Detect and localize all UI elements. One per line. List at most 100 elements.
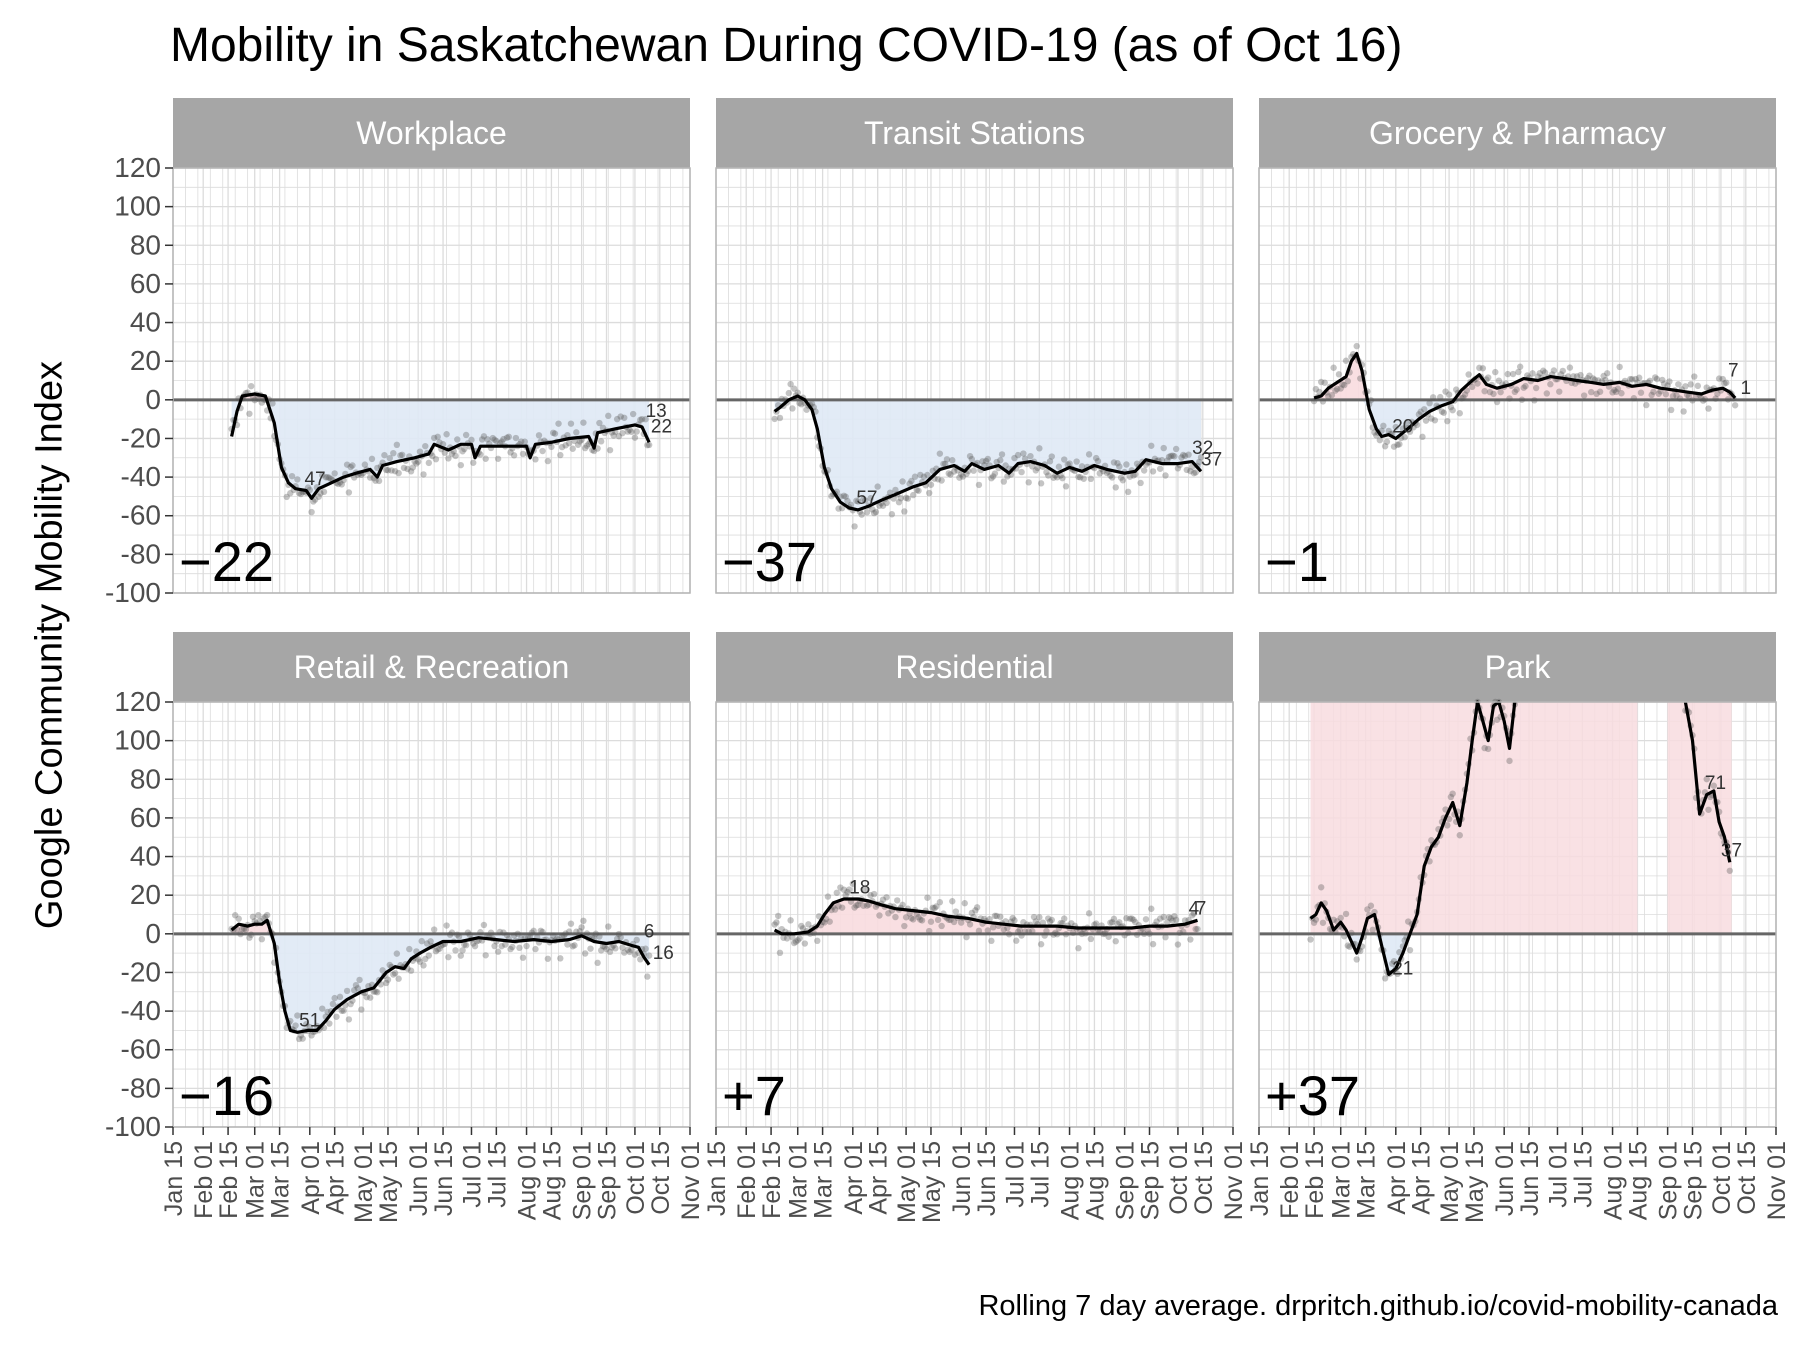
daily-point	[1422, 417, 1430, 424]
daily-point	[1635, 374, 1643, 381]
daily-point	[1014, 451, 1022, 459]
daily-point	[920, 473, 928, 480]
daily-point	[934, 476, 942, 483]
daily-point	[247, 931, 255, 938]
daily-point	[1032, 467, 1039, 474]
daily-point	[895, 498, 903, 506]
y-tick-label: -20	[121, 956, 161, 987]
daily-point	[931, 904, 938, 912]
daily-point	[1541, 369, 1549, 376]
daily-point	[580, 917, 587, 925]
daily-point	[613, 415, 621, 423]
daily-point	[283, 493, 290, 501]
daily-point	[1149, 940, 1157, 948]
daily-point	[592, 930, 600, 937]
daily-point	[557, 451, 564, 459]
daily-point	[1116, 919, 1123, 926]
daily-point	[1037, 480, 1045, 487]
daily-point	[908, 477, 915, 485]
current-value: −22	[179, 530, 274, 593]
daily-point	[1341, 381, 1348, 389]
daily-point	[374, 988, 381, 996]
daily-point	[1039, 919, 1047, 926]
daily-point	[982, 457, 990, 465]
daily-point	[1087, 475, 1095, 483]
daily-point	[505, 433, 512, 441]
daily-point	[1659, 376, 1666, 384]
x-tick-label: May 15	[1461, 1141, 1489, 1223]
daily-point	[1557, 371, 1565, 378]
daily-point	[1045, 915, 1052, 922]
y-tick-label: -100	[105, 1111, 161, 1142]
daily-point	[1468, 383, 1476, 391]
daily-point	[637, 956, 644, 963]
daily-point	[596, 933, 603, 940]
daily-point	[1319, 919, 1327, 926]
daily-point	[462, 431, 470, 439]
daily-point	[1438, 408, 1446, 415]
daily-point	[1043, 468, 1050, 476]
daily-point	[1589, 375, 1597, 382]
x-tick-label: Nov 01	[1763, 1141, 1791, 1220]
y-tick-label: 60	[130, 802, 161, 833]
daily-point	[1171, 453, 1178, 460]
daily-point	[1112, 484, 1119, 491]
daily-point	[457, 952, 465, 959]
daily-point	[988, 475, 995, 482]
daily-point	[539, 447, 546, 455]
daily-point	[1160, 913, 1167, 921]
daily-point	[844, 888, 851, 896]
x-tick-label: Aug 15	[1081, 1141, 1109, 1220]
daily-point	[973, 904, 981, 911]
daily-point	[1108, 919, 1116, 926]
daily-point	[1431, 417, 1439, 424]
y-tick-label: 40	[130, 841, 161, 872]
x-tick-label: Apr 15	[865, 1141, 893, 1215]
daily-point	[454, 931, 461, 938]
daily-point	[1449, 407, 1456, 414]
daily-point	[1547, 381, 1554, 388]
daily-point	[870, 509, 878, 517]
daily-point	[551, 430, 559, 437]
daily-point	[436, 439, 443, 446]
daily-point	[924, 894, 931, 901]
daily-point	[319, 471, 326, 479]
daily-point	[1009, 914, 1016, 922]
daily-point	[986, 915, 993, 923]
value-label: 71	[1705, 773, 1726, 794]
x-tick-label: Jul 15	[483, 1141, 511, 1208]
panel-grocery-pharmacy: Grocery & Pharmacy 20 71 −1	[1258, 98, 1777, 594]
daily-point	[548, 443, 555, 451]
daily-point	[1698, 395, 1705, 402]
daily-point	[938, 477, 945, 484]
daily-point	[934, 916, 942, 924]
daily-point	[1673, 392, 1680, 399]
daily-point	[331, 470, 338, 477]
daily-point	[1075, 473, 1082, 481]
daily-point	[1107, 919, 1114, 926]
daily-point	[1096, 928, 1103, 935]
daily-point	[1429, 394, 1437, 401]
panel-border	[715, 701, 1234, 1128]
x-tick-label: Jan 15	[703, 1141, 731, 1216]
daily-point	[1445, 391, 1453, 398]
daily-point	[487, 929, 495, 936]
daily-point	[489, 434, 496, 442]
daily-point	[1126, 915, 1134, 922]
daily-point	[379, 967, 386, 974]
daily-point	[478, 436, 486, 443]
daily-point	[518, 438, 525, 445]
daily-point	[626, 948, 633, 956]
daily-point	[382, 466, 390, 474]
daily-point	[528, 929, 536, 936]
daily-point	[1484, 745, 1492, 753]
daily-point	[255, 912, 262, 919]
x-tick-label: Jun 15	[1516, 1141, 1544, 1216]
daily-point	[507, 945, 514, 953]
daily-point	[1687, 381, 1694, 388]
daily-point	[441, 449, 449, 456]
daily-point	[1172, 916, 1180, 924]
daily-point	[317, 490, 324, 497]
daily-point	[429, 452, 436, 460]
